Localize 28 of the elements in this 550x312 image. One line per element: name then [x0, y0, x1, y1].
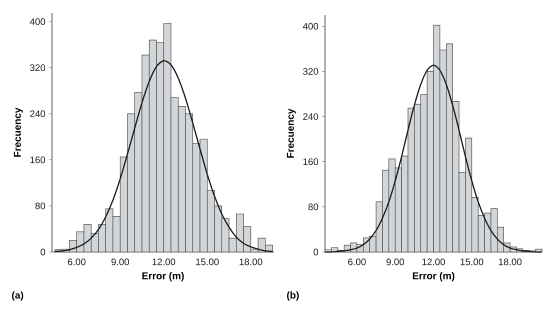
x-tick-label: 12.00	[152, 258, 176, 266]
x-tick-label: 18.00	[498, 258, 522, 266]
x-tick-label: 18.00	[240, 258, 262, 266]
y-axis-title: Frecuency	[286, 108, 296, 158]
y-tick-label: 160	[303, 158, 318, 166]
text: (a)	[12, 291, 24, 301]
x-axis-title: Error (m)	[142, 272, 184, 282]
y-tick-label: 0	[314, 248, 318, 256]
x-tick-label: 6.00	[68, 258, 86, 266]
y-tick-label: 0	[40, 248, 46, 256]
x-tick-label: 15.00	[460, 258, 484, 266]
y-tick-label: 240	[30, 110, 46, 118]
y-axis-title: Frecuency	[14, 108, 23, 157]
y-tick-label: 160	[30, 156, 46, 164]
x-tick-label: 6.00	[348, 258, 366, 266]
y-tick-label: 240	[303, 113, 318, 120]
y-tick-label: 400	[302, 22, 318, 30]
x-tick-label: 9.00	[386, 258, 404, 266]
y-tick-label: 80	[308, 204, 318, 210]
x-tick-label: 15.00	[196, 258, 219, 266]
y-tick-label: 80	[35, 202, 46, 210]
x-tick-label: 9.00	[111, 258, 130, 266]
x-axis-title: Error (m)	[412, 272, 454, 282]
y-tick-label: 400	[30, 18, 46, 25]
y-tick-label: 320	[30, 64, 46, 72]
y-tick-label: 320	[303, 68, 318, 75]
x-tick-label: 12.00	[422, 258, 445, 266]
text: (b)	[287, 291, 299, 301]
